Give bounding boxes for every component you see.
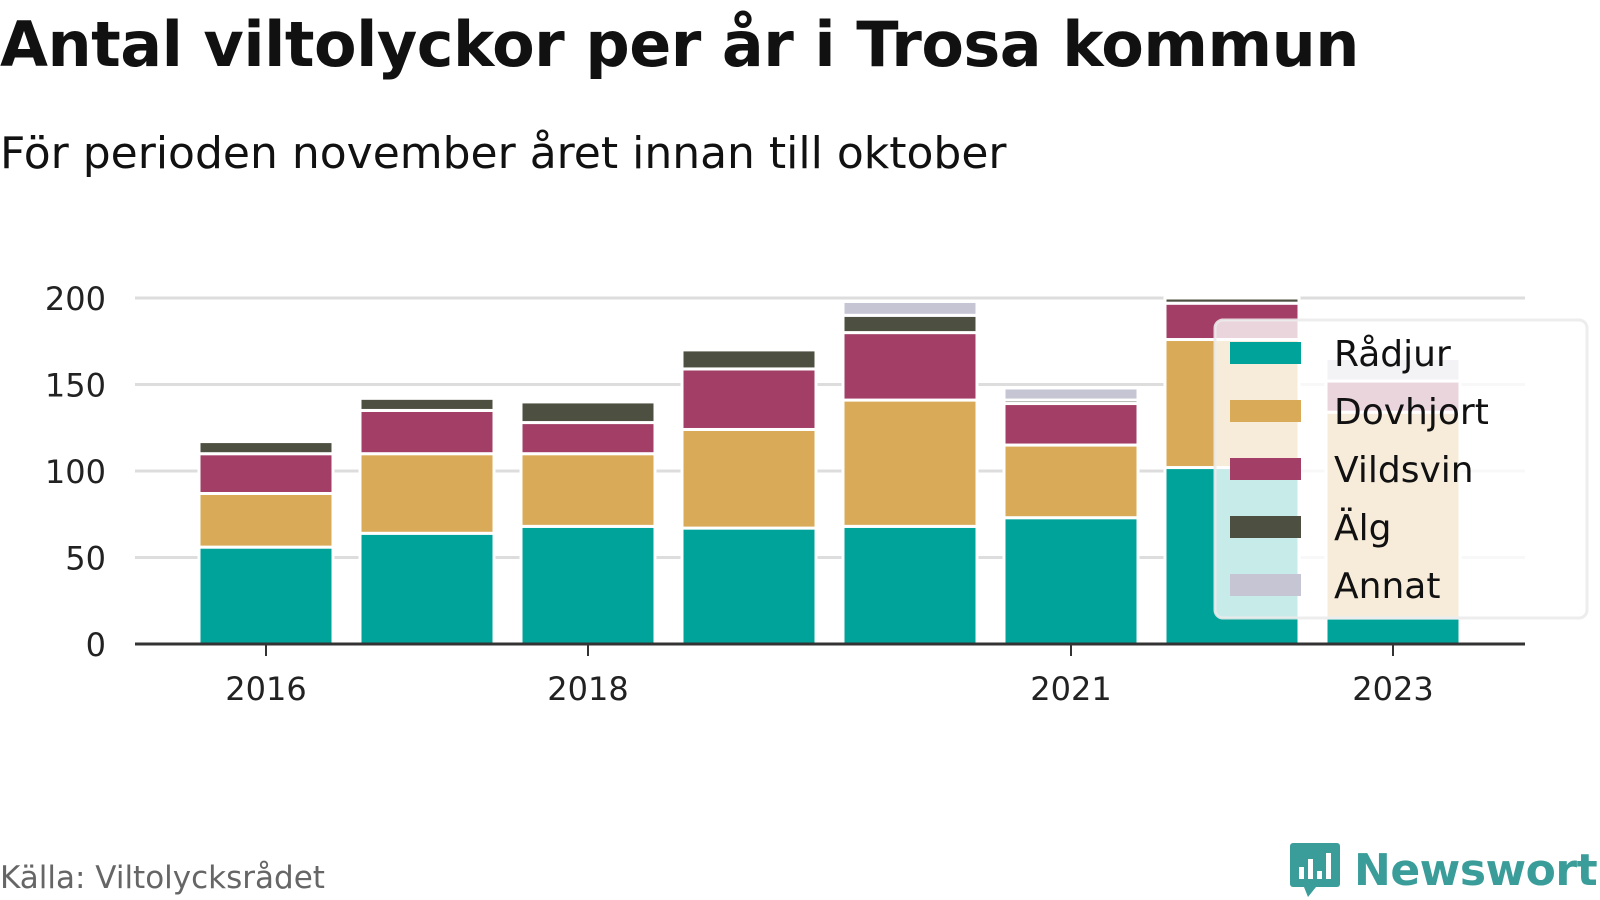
bar-segment [519, 524, 657, 646]
bar-segment [841, 313, 979, 335]
newsworthy-logo-icon [1290, 843, 1340, 897]
chart-title: Antal viltolyckor per år i Trosa kommun [0, 8, 1359, 81]
bar-segment [680, 367, 818, 431]
legend-label: Rådjur [1334, 334, 1451, 375]
bar-segment [519, 398, 657, 404]
x-axis: 2016 2018 2021 2023 [135, 642, 1525, 708]
legend-swatch [1230, 342, 1301, 364]
legend-box [1213, 318, 1589, 620]
y-tick-label: 100 [45, 453, 106, 491]
brand-name: Newsworthy [1354, 844, 1600, 896]
legend-label: Vildsvin [1334, 450, 1474, 491]
legend-swatch [1230, 458, 1301, 480]
x-tick-label: 2016 [225, 670, 306, 708]
bar-segment [197, 491, 335, 549]
x-tick-label: 2023 [1352, 670, 1433, 708]
legend-swatch [1230, 574, 1301, 596]
bar-segment [1002, 402, 1140, 447]
legend-label: Annat [1334, 566, 1440, 607]
y-tick-label: 200 [45, 280, 106, 318]
bar-segment [358, 531, 496, 646]
bar-segment [1002, 386, 1140, 402]
bar-segment [680, 526, 818, 646]
bar-segment [1002, 443, 1140, 520]
bar-segment [1002, 516, 1140, 646]
bar-segment [680, 348, 818, 371]
bar-segment [358, 452, 496, 535]
bar-segment [519, 421, 657, 456]
x-tick-label: 2021 [1030, 670, 1111, 708]
y-axis-tick-labels: 0 50 100 150 200 [45, 280, 106, 664]
brand-logo: Newsworthy [1290, 840, 1600, 900]
bar-segment [1163, 296, 1301, 305]
legend-label: Älg [1334, 507, 1391, 549]
x-tick-label: 2018 [547, 670, 628, 708]
bar-segment [197, 545, 335, 646]
bar-segment [841, 331, 979, 402]
bar-segment [841, 398, 979, 528]
bar-segment [1324, 616, 1462, 646]
bar-segment [358, 408, 496, 456]
legend-swatch [1230, 516, 1301, 538]
y-tick-label: 50 [65, 540, 106, 578]
bar-segment [841, 524, 979, 646]
bar-segment [841, 299, 979, 317]
legend-label: Dovhjort [1334, 392, 1489, 433]
y-tick-label: 0 [86, 626, 106, 664]
chart-subtitle: För perioden november året innan till ok… [0, 128, 1007, 179]
bar-segment [197, 452, 335, 495]
bar-segment [680, 427, 818, 530]
bar-segment [358, 396, 496, 412]
source-note: Källa: Viltolycksrådet [0, 860, 325, 896]
bar-segment [519, 452, 657, 528]
y-tick-label: 150 [45, 367, 106, 405]
bar-segment [519, 400, 657, 425]
legend: Rådjur Dovhjort Vildsvin Älg Annat [1213, 318, 1589, 620]
bar-segment [197, 440, 335, 456]
legend-swatch [1230, 400, 1301, 422]
